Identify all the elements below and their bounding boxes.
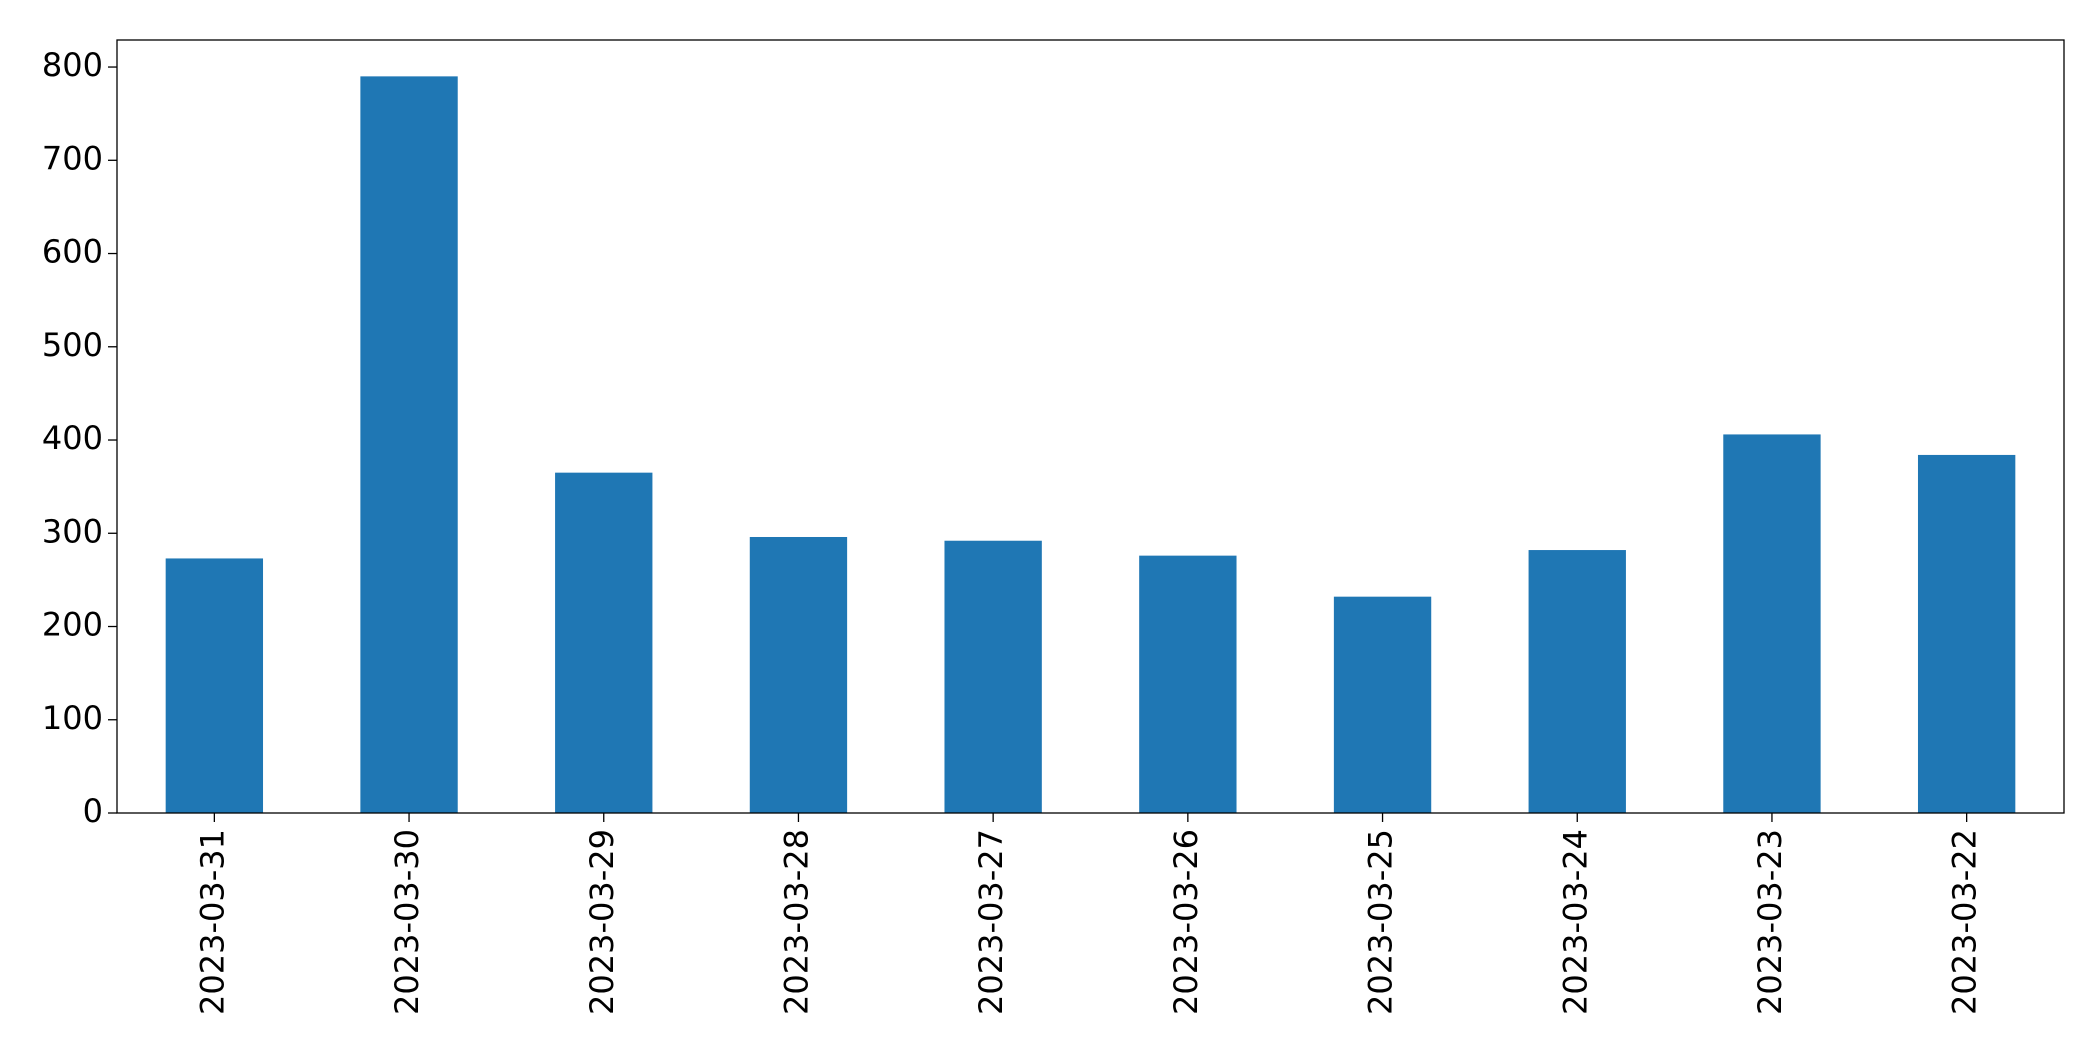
y-tick-label: 300	[42, 512, 103, 550]
bar	[1139, 555, 1237, 813]
x-tick-label: 2023-03-22	[1946, 829, 1984, 1015]
x-tick-label: 2023-03-27	[972, 829, 1010, 1015]
y-tick-label: 100	[42, 699, 103, 737]
bar	[1333, 596, 1432, 813]
y-tick-label: 200	[42, 606, 103, 644]
x-tick-label: 2023-03-24	[1556, 829, 1594, 1015]
x-tick-label: 2023-03-23	[1751, 829, 1789, 1015]
bar	[1917, 454, 2016, 813]
y-tick-label: 500	[42, 326, 103, 364]
y-tick-label: 0	[83, 792, 103, 830]
x-tick-label: 2023-03-26	[1167, 829, 1205, 1015]
x-tick-label: 2023-03-30	[388, 829, 426, 1015]
x-tick-label: 2023-03-25	[1362, 829, 1400, 1015]
y-tick-label: 800	[42, 46, 103, 84]
bar	[1528, 550, 1626, 813]
bar	[944, 540, 1042, 813]
bar	[749, 536, 848, 813]
bar	[360, 76, 458, 814]
y-tick-label: 400	[42, 419, 103, 457]
bar	[165, 558, 264, 813]
y-tick-label: 600	[42, 233, 103, 271]
plot-frame	[116, 39, 2065, 814]
y-tick-label: 700	[42, 139, 103, 177]
x-tick-label: 2023-03-28	[777, 829, 815, 1015]
bar	[1723, 434, 1821, 813]
x-tick-label: 2023-03-29	[583, 829, 621, 1015]
x-tick-label: 2023-03-31	[193, 829, 231, 1015]
bar	[555, 472, 653, 813]
